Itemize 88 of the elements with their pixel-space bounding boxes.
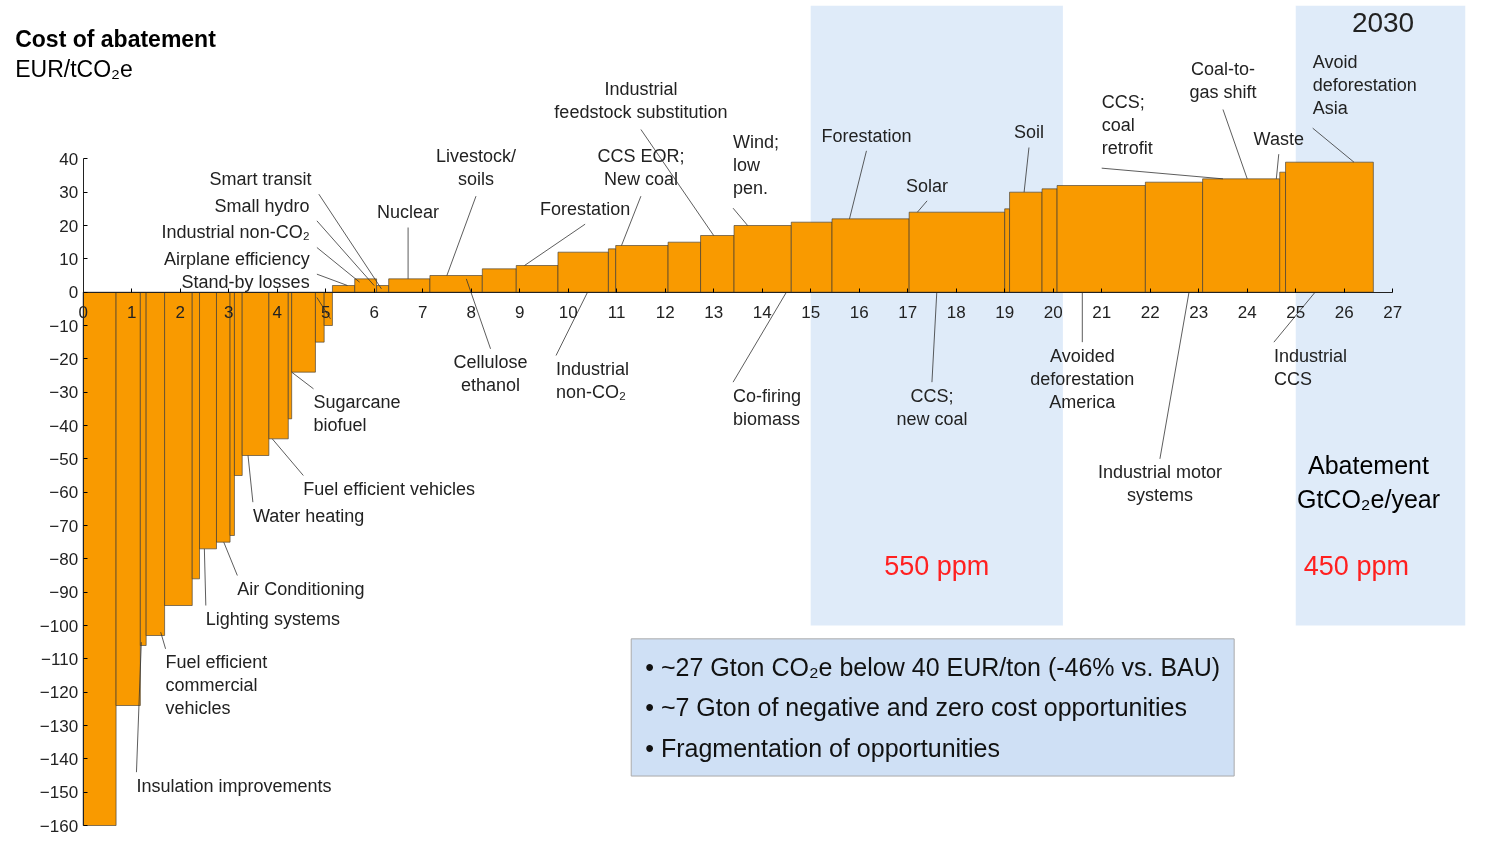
x-tick-label: 2 [175,303,185,323]
annotation: Forestation [540,198,631,219]
annotation: Avoid deforestation Asia [1312,52,1417,119]
chart-title: Cost of abatement [15,25,217,52]
annotation: Industrial feedstock substitution [554,78,728,122]
annotation: Small hydro [214,195,310,216]
annotation: • ~27 Gton CO₂e below 40 EUR/ton (-46% vs. BAU) [645,652,1221,681]
x-tick-label: 8 [466,303,476,323]
x-tick-label: 25 [1286,303,1306,323]
x-tick-label: 26 [1334,303,1354,323]
annotation: Fuel efficient vehicles [303,478,476,499]
annotation: Air Conditioning [237,578,365,599]
annotation: Sugarcane biofuel [313,392,401,436]
annotation: Stand-by losses [181,272,310,293]
band-label: 550 ppm [884,550,990,581]
band-label: 450 ppm [1303,550,1409,581]
x-tick-label: 15 [801,303,821,323]
x-tick-label: 6 [369,303,379,323]
annotation: CCS EOR; New coal [597,145,685,189]
y-tick-label: −40 [49,416,79,436]
annotation: Coal-to- gas shift [1189,58,1257,102]
y-tick-label: −100 [39,616,79,636]
annotation: CCS; coal retrofit [1101,92,1153,159]
y-tick-label: −60 [49,483,79,503]
y-tick-label: −130 [39,716,79,736]
x-tick-label: 9 [514,303,525,323]
x-tick-label: 20 [1043,303,1063,323]
annotation: Avoided deforestation America [1030,345,1135,412]
x-axis-title: Abatement GtCO₂e/year [1296,451,1441,513]
annotation: Lighting systems [205,608,340,629]
annotation: Fuel efficient commercial vehicles [165,652,268,719]
annotation: Industrial CCS [1273,345,1347,389]
x-tick-label: 24 [1237,303,1257,323]
x-tick-label: 18 [946,303,966,323]
annotation: Insulation improvements [136,775,332,796]
y-tick-label: −30 [49,383,79,403]
annotation: Nuclear [377,202,440,223]
annotation: CCS; new coal [896,385,968,429]
x-tick-label: 21 [1092,303,1112,323]
x-tick-label: 11 [607,303,626,323]
x-tick-label: 22 [1140,303,1160,323]
y-tick-label: 30 [59,183,79,203]
y-tick-label: −80 [49,549,79,569]
y-axis-title: EUR/tCO₂e [15,55,133,82]
x-tick-label: 19 [995,303,1015,323]
text: 2030 [1351,6,1415,38]
annotation: Waste [1253,128,1304,149]
y-tick-label: 0 [68,283,79,303]
y-tick-label: 20 [59,216,79,236]
annotation: Soil [1013,122,1044,143]
y-tick-label: −10 [49,316,79,336]
annotation: Co-firing biomass [733,385,802,429]
annotation: Water heating [252,505,365,526]
annotation: Airplane efficiency [163,248,310,269]
y-tick-label: −120 [39,683,79,703]
y-tick-label: −140 [39,749,79,769]
y-tick-label: −70 [49,516,79,536]
annotation: Smart transit [209,168,312,189]
annotation: Industrial motor systems [1097,462,1222,506]
y-tick-label: −150 [39,783,79,803]
annotation: • Fragmentation of opportunities [645,734,1001,763]
x-tick-label: 4 [272,303,282,323]
x-tick-label: 3 [223,303,234,323]
y-tick-label: 40 [59,149,79,169]
annotation: Industrial non-CO₂ [161,222,310,243]
y-tick-label: −110 [41,649,79,669]
annotation: Forestation [821,125,912,146]
y-tick-label: −90 [49,583,79,603]
x-tick-label: 13 [704,303,724,323]
y-tick-label: −160 [39,816,79,836]
annotation: Cellulose ethanol [453,352,528,396]
annotation: Livestock/ soils [435,145,517,189]
x-tick-label: 27 [1383,303,1403,323]
x-tick-label: 16 [849,303,869,323]
x-tick-label: 1 [126,303,137,323]
y-tick-label: 10 [59,249,79,269]
x-tick-label: 7 [417,303,428,323]
x-tick-label: 12 [655,303,675,323]
x-tick-label: 17 [898,303,918,323]
x-tick-label: 10 [558,303,578,323]
annotation: Solar [906,175,949,196]
x-tick-label: 14 [752,303,772,323]
y-tick-label: −50 [49,449,79,469]
annotation: Wind; low pen. [733,132,780,199]
y-tick-label: −20 [49,349,79,369]
annotation: Industrial non-CO₂ [556,358,630,402]
x-tick-label: 23 [1189,303,1209,323]
annotation: • ~7 Gton of negative and zero cost opportunities [645,693,1187,722]
